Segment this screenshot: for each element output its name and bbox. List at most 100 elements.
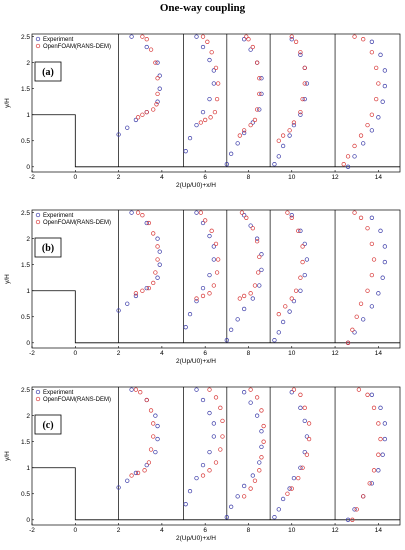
data-point-exp-p4-11 xyxy=(289,390,294,395)
data-point-cfd-p5-1 xyxy=(341,162,346,167)
data-point-cfd-p1-11 xyxy=(140,34,145,39)
data-point-exp-p4-8 xyxy=(304,434,310,439)
legend-marker-2 xyxy=(35,43,41,49)
panel-label-box xyxy=(34,237,62,258)
data-point-cfd-p4-3 xyxy=(287,128,292,133)
data-point-cfd-p2-2 xyxy=(200,293,206,299)
data-point-exp-p1-3 xyxy=(133,293,139,299)
legend-marker-2 xyxy=(35,396,41,402)
data-point-exp-p5-2 xyxy=(352,507,357,512)
data-point-cfd-p3-2 xyxy=(241,128,247,133)
data-point-exp-p1-5 xyxy=(155,99,160,104)
data-point-cfd-p4-7 xyxy=(302,81,307,86)
data-point-exp-p4-7 xyxy=(302,272,307,278)
data-point-exp-p1-3 xyxy=(133,117,139,123)
data-point-exp-p2-4 xyxy=(200,109,206,115)
data-point-cfd-p1-5 xyxy=(153,270,158,275)
data-point-exp-p1-3 xyxy=(133,470,139,476)
data-point-exp-p4-5 xyxy=(291,298,297,304)
y-axis-label: y/H xyxy=(4,451,11,461)
data-point-cfd-p2-8 xyxy=(209,228,214,233)
data-point-cfd-p5-10 xyxy=(369,50,375,55)
data-point-exp-p3-7 xyxy=(259,267,264,273)
data-point-exp-p3-3 xyxy=(235,141,240,146)
data-point-cfd-p2-7 xyxy=(218,405,223,410)
data-point-exp-p3-5 xyxy=(250,120,255,125)
data-point-cfd-p5-2 xyxy=(345,154,351,159)
data-point-exp-p3-7 xyxy=(259,91,264,97)
data-point-exp-p4-9 xyxy=(302,418,307,423)
data-point-exp-p2-9 xyxy=(200,44,206,50)
legend-marker-2 xyxy=(35,219,41,225)
data-point-cfd-p3-10 xyxy=(246,37,251,42)
data-point-cfd-p5-10 xyxy=(365,392,370,397)
data-point-exp-p2-10 xyxy=(194,210,199,215)
data-point-cfd-p3-1 xyxy=(241,494,247,499)
data-point-cfd-p3-5 xyxy=(254,107,260,112)
data-point-cfd-p4-9 xyxy=(298,50,303,55)
data-point-cfd-p3-9 xyxy=(244,215,249,220)
series-experiment xyxy=(116,210,387,345)
data-point-cfd-p5-9 xyxy=(374,65,379,70)
data-point-cfd-p2-6 xyxy=(216,257,221,262)
plot-frame xyxy=(31,386,401,526)
data-point-exp-p3-11 xyxy=(241,390,247,395)
data-point-exp-p2-3 xyxy=(194,122,199,128)
data-point-exp-p1-7 xyxy=(155,423,160,429)
data-point-exp-p3-6 xyxy=(257,107,262,112)
data-point-exp-p3-11 xyxy=(241,213,247,218)
y-tick-label-1: 0 xyxy=(26,340,30,347)
data-point-exp-p5-5 xyxy=(376,291,381,296)
x-tick-label-7: 10 xyxy=(288,174,296,181)
y-tick-label-6: 2.5 xyxy=(21,387,30,394)
data-point-exp-p3-2 xyxy=(229,151,234,156)
data-point-exp-p2-10 xyxy=(194,34,199,39)
legend-entry-1: Experiment xyxy=(43,213,74,219)
data-point-exp-p5-8 xyxy=(382,244,387,249)
data-point-cfd-p2-4 xyxy=(212,109,218,115)
data-point-cfd-p4-4 xyxy=(300,465,305,470)
x-tick-label-1: -2 xyxy=(29,174,35,181)
data-point-cfd-p4-5 xyxy=(298,275,303,280)
x-tick-label-9: 14 xyxy=(375,350,383,357)
plot-frame xyxy=(31,33,401,173)
legend-marker-1 xyxy=(35,212,41,218)
data-point-cfd-p3-11 xyxy=(244,34,249,39)
data-point-exp-p2-2 xyxy=(187,489,193,494)
data-point-exp-p5-2 xyxy=(352,330,357,335)
x-tick-label-9: 14 xyxy=(375,527,383,534)
panel-label: (a) xyxy=(42,67,54,78)
data-point-exp-p4-1 xyxy=(272,162,277,167)
x-tick-label-6: 8 xyxy=(247,350,251,357)
data-point-cfd-p4-1 xyxy=(285,491,290,496)
data-point-exp-p4-7 xyxy=(302,96,307,102)
data-point-exp-p3-11 xyxy=(241,37,247,42)
data-point-cfd-p1-2 xyxy=(140,288,145,293)
data-point-exp-p4-9 xyxy=(302,241,307,246)
data-point-exp-p2-7 xyxy=(211,68,216,73)
data-point-exp-p2-10 xyxy=(194,387,199,392)
data-point-cfd-p1-1 xyxy=(135,115,141,120)
data-point-cfd-p4-6 xyxy=(306,436,312,442)
data-point-exp-p4-6 xyxy=(298,288,303,293)
data-point-cfd-p3-9 xyxy=(254,395,260,400)
data-point-exp-p4-10 xyxy=(298,228,303,233)
data-point-exp-p1-6 xyxy=(155,436,160,442)
x-tick-label-5: 6 xyxy=(203,527,207,534)
figure-title: One-way coupling xyxy=(159,2,246,14)
data-point-cfd-p3-3 xyxy=(248,291,253,296)
data-point-cfd-p1-7 xyxy=(151,421,156,426)
y-tick-label-6: 2.5 xyxy=(21,34,30,41)
data-point-exp-p1-1 xyxy=(116,132,121,137)
data-point-cfd-p2-5 xyxy=(214,270,220,275)
data-point-cfd-p3-4 xyxy=(252,283,258,288)
data-point-exp-p4-1 xyxy=(272,515,277,520)
data-point-exp-p1-9 xyxy=(144,44,149,50)
data-point-exp-p3-6 xyxy=(257,283,262,288)
y-axis-label: y/H xyxy=(4,274,11,284)
x-tick-label-6: 8 xyxy=(247,174,251,181)
data-point-exp-p5-9 xyxy=(378,405,383,410)
data-point-cfd-p2-6 xyxy=(220,418,225,423)
data-point-cfd-p3-1 xyxy=(237,133,242,138)
data-point-cfd-p1-3 xyxy=(142,468,147,473)
